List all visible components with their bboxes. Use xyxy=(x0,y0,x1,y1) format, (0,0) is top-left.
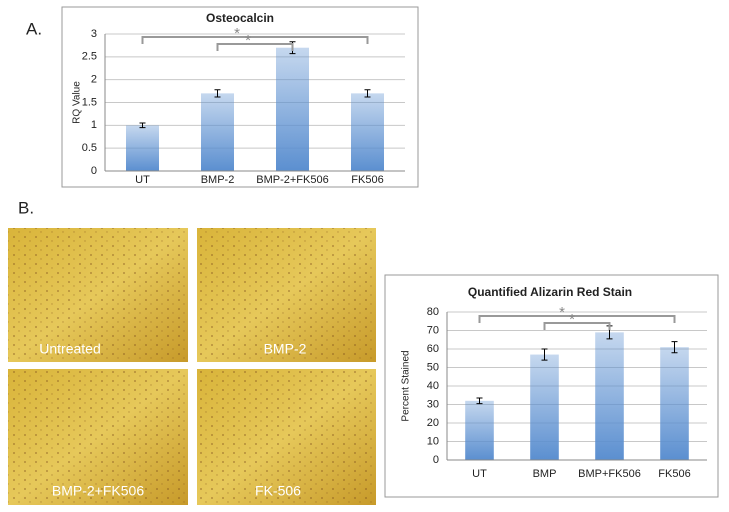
x-tick-label: FK506 xyxy=(351,174,383,186)
bar xyxy=(465,400,494,460)
micrograph-texture xyxy=(8,369,188,505)
error-bar xyxy=(214,89,221,98)
bar xyxy=(595,332,624,460)
error-bar xyxy=(541,348,548,361)
y-tick-label: 40 xyxy=(427,380,439,392)
image-caption: BMP-2+FK506 xyxy=(52,483,144,499)
x-tick-label: BMP+FK506 xyxy=(578,468,641,480)
error-bar xyxy=(671,341,678,354)
y-tick-label: 0 xyxy=(433,454,439,466)
y-tick-label: 0 xyxy=(91,165,97,177)
y-tick-label: 3 xyxy=(91,28,97,40)
error-bar xyxy=(476,397,483,405)
bar xyxy=(530,354,559,460)
x-tick-label: FK506 xyxy=(658,468,690,480)
significance-star: * xyxy=(234,25,240,42)
panel-label: B. xyxy=(18,198,34,217)
chart-title: Osteocalcin xyxy=(206,11,274,25)
significance-bracket xyxy=(141,36,369,44)
micrograph-texture xyxy=(8,228,188,362)
x-tick-label: UT xyxy=(472,468,487,480)
y-tick-label: 20 xyxy=(427,417,439,429)
x-tick-label: UT xyxy=(135,174,150,186)
bar xyxy=(660,347,689,460)
y-tick-label: 1 xyxy=(91,119,97,131)
error-bar xyxy=(364,89,371,98)
y-tick-label: 70 xyxy=(427,324,439,336)
y-tick-label: 1.5 xyxy=(82,96,97,108)
bar xyxy=(351,93,384,171)
y-tick-label: 2 xyxy=(91,74,97,86)
x-tick-label: BMP-2+FK506 xyxy=(256,174,328,186)
y-tick-label: 0.5 xyxy=(82,142,97,154)
x-tick-label: BMP-2 xyxy=(201,174,235,186)
image-caption: BMP-2 xyxy=(264,341,307,357)
y-tick-label: 2.5 xyxy=(82,51,97,63)
micrograph-texture xyxy=(197,369,376,505)
x-tick-label: BMP xyxy=(533,468,557,480)
significance-bracket xyxy=(478,315,676,323)
micrograph-texture xyxy=(197,228,376,362)
significance-star: * xyxy=(559,304,565,321)
y-axis-label: RQ Value xyxy=(72,81,83,124)
y-tick-label: 80 xyxy=(427,306,439,318)
chart: Osteocalcin RQ Value 0 0.5 1 1.5 2 2.5 3 UT BMP-2 B… xyxy=(72,11,405,186)
y-axis-label: Percent Stained xyxy=(401,350,412,421)
significance-star: * xyxy=(245,32,251,49)
image-grid: Untreated BMP-2 BMP-2+FK506 FK-506 xyxy=(8,228,376,505)
y-tick-label: 50 xyxy=(427,361,439,373)
significance-star: * xyxy=(569,311,575,328)
chart-title: Quantified Alizarin Red Stain xyxy=(468,285,632,299)
y-tick-label: 10 xyxy=(427,435,439,447)
panel-label: A. xyxy=(26,19,42,38)
image-caption: FK-506 xyxy=(255,483,301,499)
significance-bracket xyxy=(543,322,611,330)
image-caption: Untreated xyxy=(39,341,100,357)
y-tick-label: 60 xyxy=(427,343,439,355)
significance-bracket xyxy=(216,43,294,51)
chart: Quantified Alizarin Red Stain Percent Sta… xyxy=(401,285,707,480)
bar xyxy=(276,47,309,172)
bar xyxy=(126,125,159,171)
bar xyxy=(201,93,234,171)
y-tick-label: 30 xyxy=(427,398,439,410)
error-bar xyxy=(139,122,146,129)
